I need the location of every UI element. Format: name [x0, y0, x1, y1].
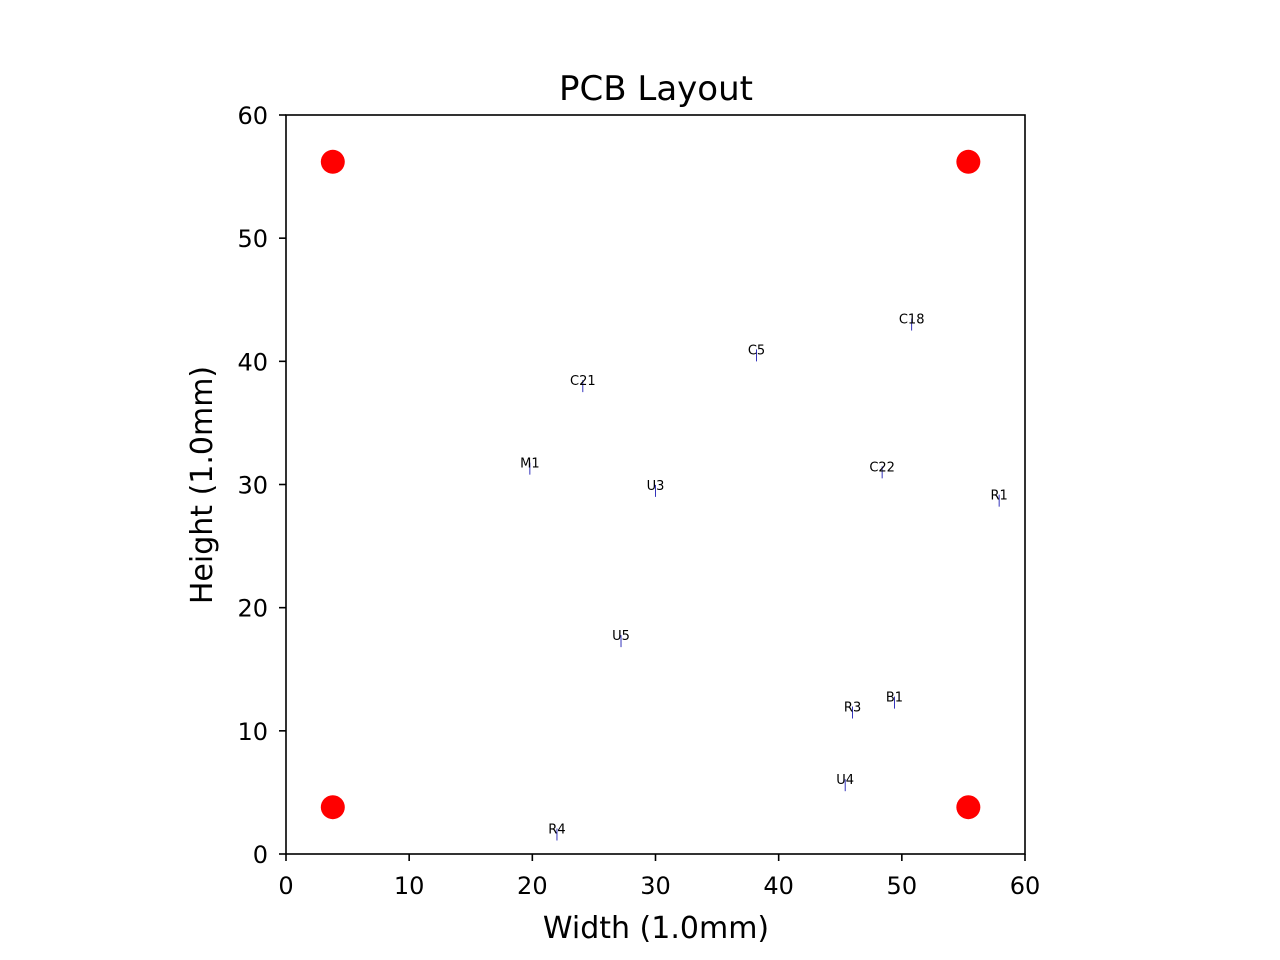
- component-label: R1: [990, 489, 1007, 504]
- y-axis: 0 10 20 30 40 50 60: [237, 102, 286, 869]
- mounting-hole: [320, 795, 345, 820]
- x-axis-label: Width (1.0mm): [543, 911, 769, 946]
- component-label: U5: [612, 629, 630, 644]
- x-tick-label: 0: [278, 872, 293, 900]
- x-axis: 0 10 20 30 40 50 60: [278, 854, 1040, 900]
- mounting-hole: [320, 149, 345, 174]
- y-tick-label: 20: [237, 595, 268, 623]
- mounting-holes-layer: [320, 149, 981, 820]
- x-tick-label: 50: [887, 872, 918, 900]
- y-tick-label: 40: [237, 348, 268, 376]
- component-label: R4: [548, 822, 565, 837]
- component-label: B1: [886, 691, 903, 706]
- y-tick-label: 50: [237, 225, 268, 253]
- chart-title: PCB Layout: [559, 69, 753, 109]
- component-label: C5: [748, 343, 765, 358]
- x-tick-label: 30: [640, 872, 671, 900]
- y-tick-label: 10: [237, 718, 268, 746]
- component-label: C21: [570, 374, 596, 389]
- y-tick-label: 0: [253, 841, 268, 869]
- component-label: U3: [647, 479, 665, 494]
- y-tick-label: 60: [237, 102, 268, 130]
- x-tick-label: 60: [1010, 872, 1041, 900]
- component-label: C22: [869, 460, 895, 475]
- component-label: U4: [836, 773, 854, 788]
- x-tick-label: 10: [394, 872, 425, 900]
- x-tick-label: 40: [763, 872, 794, 900]
- y-axis-label: Height (1.0mm): [185, 366, 220, 604]
- x-tick-label: 20: [517, 872, 548, 900]
- components-layer: C18 C5 C21 M1 U3 C22 R1 U5 B1 R3 U4 R4: [520, 313, 1008, 841]
- mounting-hole: [956, 149, 981, 174]
- component-label: M1: [520, 457, 540, 472]
- mounting-hole: [956, 795, 981, 820]
- component-label: R3: [844, 701, 861, 716]
- y-tick-label: 30: [237, 472, 268, 500]
- component-label: C18: [899, 313, 925, 328]
